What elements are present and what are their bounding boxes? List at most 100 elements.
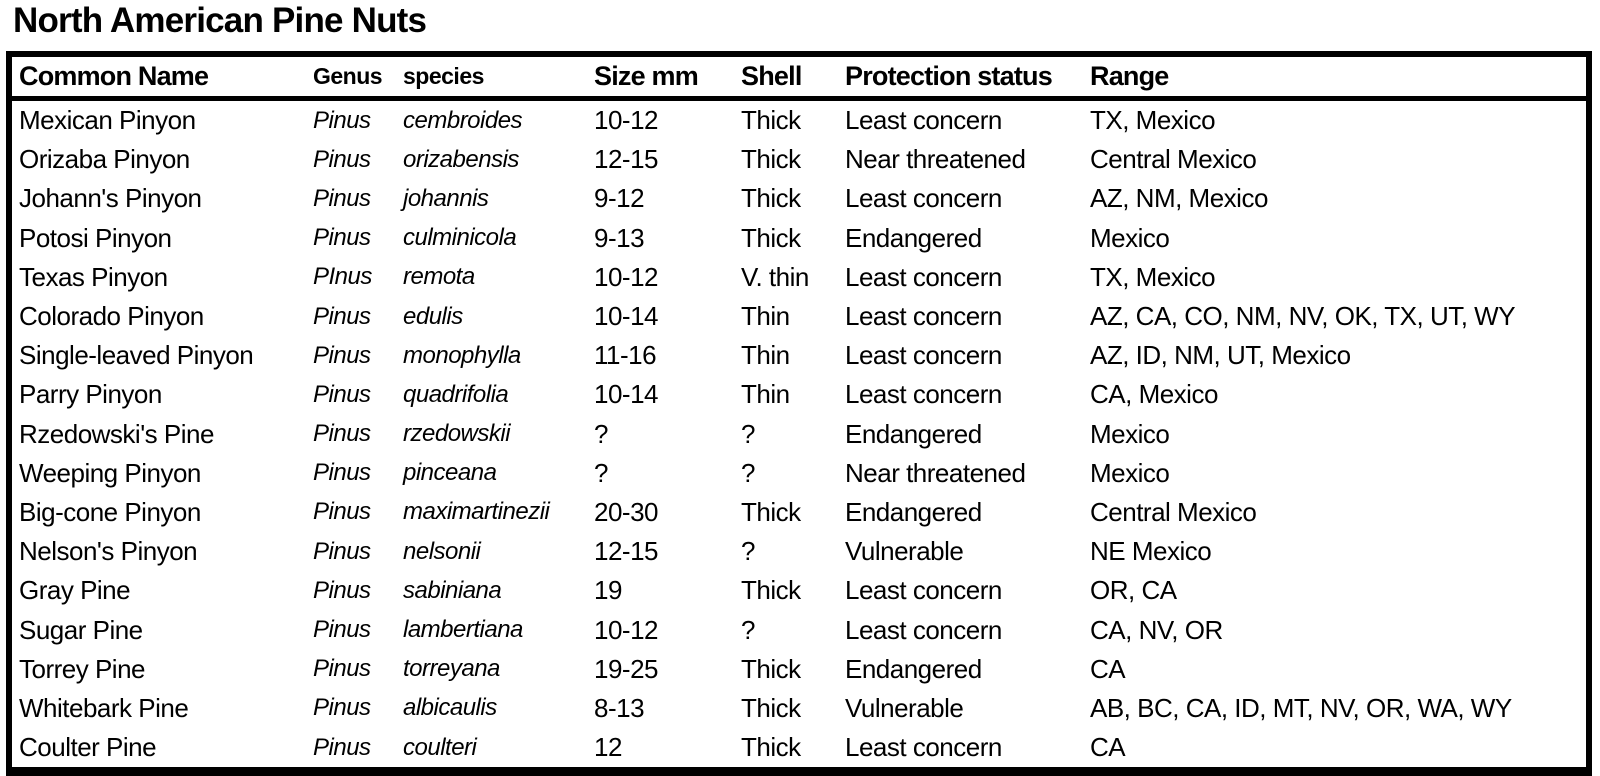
cell-size-mm: 10-12 xyxy=(594,105,659,136)
cell-common-name: Texas Pinyon xyxy=(19,261,168,292)
cell-range: Mexico xyxy=(1090,457,1170,488)
cell-size-mm: 10-12 xyxy=(594,261,659,292)
cell-genus: Pinus xyxy=(313,302,371,330)
table-row: Whitebark Pine Pinus albicaulis 8-13 Thick Vu… xyxy=(12,689,1586,728)
cell-shell: Thick xyxy=(741,496,801,527)
cell-species: coulteri xyxy=(403,733,477,761)
header-cell-common-name: Common Name xyxy=(19,61,209,91)
cell-genus: Pinus xyxy=(313,498,371,526)
cell-protection-status: Endangered xyxy=(845,653,982,684)
cell-range: CA, Mexico xyxy=(1090,379,1218,410)
cell-range: AZ, NM, Mexico xyxy=(1090,183,1268,214)
table-row: Big-cone Pinyon Pinus maximartinezii 20-30 T… xyxy=(12,493,1586,532)
cell-common-name: Sugar Pine xyxy=(19,614,143,645)
cell-range: Central Mexico xyxy=(1090,144,1257,175)
cell-genus: Pinus xyxy=(313,420,371,448)
cell-size-mm: 9-12 xyxy=(594,183,645,214)
table-body: Mexican Pinyon Pinus cembroides 10-12 Thick L… xyxy=(12,101,1586,767)
cell-range: CA xyxy=(1090,732,1126,763)
cell-size-mm: 19-25 xyxy=(594,653,659,684)
cell-species: sabiniana xyxy=(403,576,502,604)
table-row: Coulter Pine Pinus coulteri 12 Thick Least co… xyxy=(12,728,1586,767)
cell-size-mm: 19 xyxy=(594,575,622,606)
cell-range: CA xyxy=(1090,653,1126,684)
cell-common-name: Big-cone Pinyon xyxy=(19,496,201,527)
cell-common-name: Nelson's Pinyon xyxy=(19,536,198,567)
table-row: Johann's Pinyon Pinus johannis 9-12 Thick Lea… xyxy=(12,179,1586,218)
cell-species: cembroides xyxy=(403,106,523,134)
cell-range: Central Mexico xyxy=(1090,496,1257,527)
cell-species: rzedowskii xyxy=(403,420,511,448)
cell-protection-status: Near threatened xyxy=(845,457,1026,488)
cell-size-mm: 12-15 xyxy=(594,144,659,175)
cell-shell: Thick xyxy=(741,575,801,606)
cell-genus: Pinus xyxy=(313,224,371,252)
cell-common-name: Mexican Pinyon xyxy=(19,105,196,136)
cell-species: johannis xyxy=(403,184,489,212)
cell-genus: Pinus xyxy=(313,694,371,722)
table-row: Rzedowski's Pine Pinus rzedowskii?? Endange… xyxy=(12,415,1586,454)
cell-common-name: Whitebark Pine xyxy=(19,692,189,723)
cell-shell: Thick xyxy=(741,105,801,136)
cell-size-mm: 12-15 xyxy=(594,536,659,567)
cell-species: pinceana xyxy=(403,459,497,487)
cell-protection-status: Least concern xyxy=(845,301,1002,332)
cell-genus: Pinus xyxy=(313,184,371,212)
cell-size-mm: ? xyxy=(594,457,608,488)
cell-protection-status: Vulnerable xyxy=(845,692,964,723)
cell-genus: Pinus xyxy=(313,341,371,369)
header-cell-species: species xyxy=(403,63,484,89)
cell-common-name: Potosi Pinyon xyxy=(19,222,172,253)
cell-protection-status: Vulnerable xyxy=(845,536,964,567)
cell-protection-status: Endangered xyxy=(845,496,982,527)
table-row: Parry Pinyon Pinus quadrifolia 10-14 Thin Lea… xyxy=(12,375,1586,414)
cell-genus: Pinus xyxy=(313,655,371,683)
cell-genus: Pinus xyxy=(313,537,371,565)
cell-shell: Thin xyxy=(741,340,790,371)
cell-size-mm: 9-13 xyxy=(594,222,645,253)
cell-protection-status: Least concern xyxy=(845,261,1002,292)
cell-common-name: Johann's Pinyon xyxy=(19,183,202,214)
cell-range: AB, BC, CA, ID, MT, NV, OR, WA, WY xyxy=(1090,692,1512,723)
cell-genus: Pinus xyxy=(313,616,371,644)
cell-size-mm: ? xyxy=(594,418,608,449)
cell-common-name: Colorado Pinyon xyxy=(19,301,204,332)
cell-shell: Thin xyxy=(741,301,790,332)
cell-shell: ? xyxy=(741,614,755,645)
cell-shell: V. thin xyxy=(741,261,809,292)
cell-genus: Pinus xyxy=(313,576,371,604)
cell-genus: Pinus xyxy=(313,733,371,761)
cell-shell: Thick xyxy=(741,692,801,723)
cell-range: NE Mexico xyxy=(1090,536,1212,567)
cell-protection-status: Least concern xyxy=(845,614,1002,645)
cell-size-mm: 10-12 xyxy=(594,614,659,645)
cell-species: monophylla xyxy=(403,341,521,369)
table-row: Gray Pine Pinus sabiniana 19 Thick Least conc… xyxy=(12,571,1586,610)
cell-species: nelsonii xyxy=(403,537,481,565)
cell-genus: Pinus xyxy=(313,459,371,487)
cell-range: TX, Mexico xyxy=(1090,105,1216,136)
cell-genus: PInus xyxy=(313,263,372,291)
cell-genus: Pinus xyxy=(313,380,371,408)
cell-protection-status: Least concern xyxy=(845,379,1002,410)
cell-species: maximartinezii xyxy=(403,498,550,526)
cell-range: OR, CA xyxy=(1090,575,1177,606)
cell-range: Mexico xyxy=(1090,418,1170,449)
cell-shell: Thick xyxy=(741,653,801,684)
table-row: Mexican Pinyon Pinus cembroides 10-12 Thick L… xyxy=(12,101,1586,140)
cell-protection-status: Least concern xyxy=(845,732,1002,763)
cell-size-mm: 11-16 xyxy=(594,340,657,371)
cell-common-name: Parry Pinyon xyxy=(19,379,162,410)
cell-shell: ? xyxy=(741,418,755,449)
table-header-row: Common Name Genus species Size mm Shell Prote… xyxy=(12,57,1586,101)
cell-common-name: Coulter Pine xyxy=(19,732,157,763)
cell-common-name: Rzedowski's Pine xyxy=(19,418,214,449)
cell-size-mm: 12 xyxy=(594,732,622,763)
cell-shell: ? xyxy=(741,457,755,488)
table-row: Sugar Pine Pinus lambertiana 10-12? Least co… xyxy=(12,610,1586,649)
cell-size-mm: 10-14 xyxy=(594,379,659,410)
table-row: Nelson's Pinyon Pinus nelsonii 12-15? Vulner… xyxy=(12,532,1586,571)
cell-protection-status: Endangered xyxy=(845,222,982,253)
cell-genus: Pinus xyxy=(313,145,371,173)
table-row: Single-leaved Pinyon Pinus monophylla 11-16… xyxy=(12,336,1586,375)
